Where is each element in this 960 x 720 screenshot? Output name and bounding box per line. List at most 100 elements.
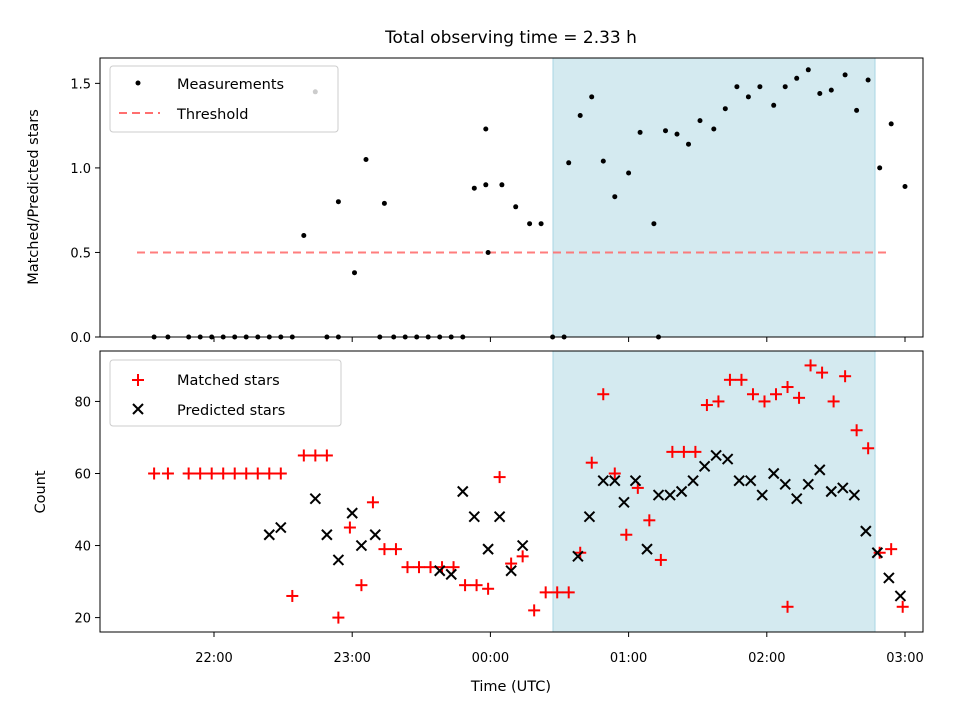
matched-star-point bbox=[493, 471, 506, 484]
measurement-point bbox=[577, 113, 583, 118]
measurement-point bbox=[663, 128, 668, 134]
top-y-axis: 0.0 0.5 1.0 1.5 bbox=[70, 77, 100, 346]
count-points bbox=[148, 359, 909, 624]
matched-star-point bbox=[793, 391, 806, 404]
matched-star-point bbox=[528, 604, 541, 617]
matched-star-point bbox=[505, 557, 518, 570]
top-ytick-label: 1.0 bbox=[70, 162, 91, 177]
legend-threshold-label: Threshold bbox=[176, 107, 248, 123]
bottom-ylabel: Count bbox=[33, 470, 49, 513]
legend-predicted-marker bbox=[132, 403, 144, 415]
matched-star-point bbox=[862, 442, 875, 455]
top-ytick-label: 0.5 bbox=[70, 246, 91, 261]
bottom-legend-box bbox=[109, 359, 342, 427]
matched-star-point bbox=[343, 521, 356, 534]
matched-star-point bbox=[551, 586, 564, 599]
measurement-point bbox=[485, 250, 491, 255]
matched-star-point bbox=[389, 543, 402, 556]
predicted-star-point bbox=[744, 474, 757, 487]
matched-star-point bbox=[885, 543, 898, 556]
matched-star-point bbox=[297, 449, 310, 462]
top-ytick-label: 0.0 bbox=[70, 331, 91, 346]
predicted-star-point bbox=[309, 492, 322, 505]
matched-star-point bbox=[355, 579, 368, 592]
predicted-star-point bbox=[894, 590, 907, 602]
predicted-star-point bbox=[572, 550, 584, 563]
measurement-point bbox=[381, 200, 387, 206]
top-panel: 0.0 0.5 1.0 1.5 Matched/Predicted stars Mea… bbox=[26, 57, 924, 346]
bottom-ytick-label: 40 bbox=[74, 540, 91, 555]
predicted-star-point bbox=[263, 529, 275, 541]
measurement-point bbox=[335, 199, 341, 205]
matched-star-point bbox=[459, 579, 472, 592]
matched-star-point bbox=[712, 395, 725, 408]
measurement-point bbox=[771, 102, 777, 108]
matched-star-point bbox=[263, 467, 276, 480]
predicted-star-point bbox=[445, 568, 457, 581]
predicted-star-point bbox=[664, 489, 676, 501]
matched-star-point bbox=[516, 550, 529, 563]
matched-star-point bbox=[482, 582, 495, 595]
top-legend: Measurements Threshold bbox=[109, 65, 339, 133]
measurement-point bbox=[722, 106, 728, 112]
predicted-star-point bbox=[468, 511, 480, 523]
measurement-point bbox=[566, 160, 572, 166]
measurement-point bbox=[697, 118, 703, 124]
predicted-star-point bbox=[698, 460, 711, 472]
predicted-star-point bbox=[346, 507, 358, 519]
measurement-point bbox=[888, 121, 894, 127]
matched-star-point bbox=[896, 600, 909, 613]
measurement-point bbox=[626, 170, 632, 176]
measurement-point bbox=[828, 87, 834, 93]
matched-star-point bbox=[274, 467, 287, 480]
observing-window-shade bbox=[552, 57, 876, 338]
legend-matched-label: Matched stars bbox=[177, 373, 280, 389]
measurement-point bbox=[352, 270, 357, 276]
top-ytick-label: 1.5 bbox=[70, 77, 91, 92]
matched-star-point bbox=[677, 445, 690, 458]
matched-star-point bbox=[643, 514, 656, 527]
matched-star-point bbox=[666, 445, 679, 458]
measurement-point bbox=[794, 75, 800, 81]
matched-star-point bbox=[470, 579, 483, 592]
matched-star-point bbox=[320, 449, 333, 462]
matched-star-point bbox=[746, 388, 759, 401]
predicted-star-point bbox=[457, 485, 469, 498]
measurement-point bbox=[612, 194, 618, 200]
measurement-point bbox=[817, 91, 823, 96]
bottom-ytick-label: 60 bbox=[74, 467, 91, 482]
matched-star-point bbox=[654, 553, 667, 566]
predicted-star-point bbox=[733, 474, 745, 487]
x-axis-label: Time (UTC) bbox=[470, 679, 551, 695]
matched-star-point bbox=[332, 611, 345, 624]
predicted-star-point bbox=[332, 554, 345, 566]
matched-star-point bbox=[251, 467, 264, 480]
measurement-point bbox=[651, 221, 657, 227]
matched-star-point bbox=[620, 528, 633, 541]
matched-star-point bbox=[758, 395, 771, 408]
bottom-legend: Matched stars Predicted stars bbox=[109, 359, 342, 427]
matched-star-point bbox=[597, 388, 610, 401]
predicted-star-point bbox=[609, 474, 621, 487]
predicted-star-point bbox=[641, 543, 653, 555]
xtick-label: 00:00 bbox=[472, 651, 509, 666]
measurement-point bbox=[711, 126, 717, 132]
matched-star-point bbox=[378, 543, 391, 556]
matched-star-point bbox=[182, 467, 195, 480]
matched-star-point bbox=[850, 424, 863, 437]
measurement-point bbox=[301, 233, 307, 238]
xtick-label: 01:00 bbox=[610, 651, 647, 666]
measurement-point bbox=[674, 131, 680, 137]
predicted-star-point bbox=[369, 529, 381, 541]
predicted-star-point bbox=[791, 492, 803, 505]
predicted-star-point bbox=[482, 543, 494, 555]
predicted-star-point bbox=[618, 496, 630, 509]
predicted-star-point bbox=[629, 474, 642, 487]
matched-star-point bbox=[412, 561, 425, 574]
matched-star-point bbox=[228, 467, 241, 480]
measurement-point bbox=[471, 185, 477, 191]
xtick-label: 22:00 bbox=[195, 651, 232, 666]
predicted-star-point bbox=[883, 572, 895, 584]
